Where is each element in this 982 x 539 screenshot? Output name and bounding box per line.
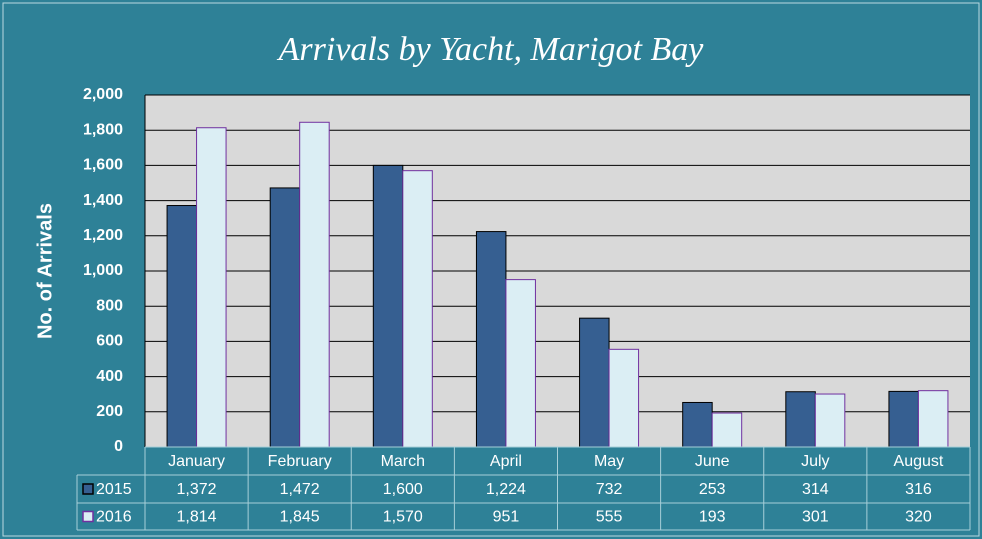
table-value: 314 bbox=[802, 481, 829, 498]
table-value: 1,845 bbox=[280, 509, 320, 526]
y-tick-label: 200 bbox=[96, 403, 123, 420]
bar bbox=[402, 170, 433, 448]
table-value: 1,224 bbox=[486, 481, 526, 498]
x-tick-label: February bbox=[268, 453, 332, 470]
table-value: 555 bbox=[596, 509, 623, 526]
x-tick-label: May bbox=[594, 453, 624, 470]
bar bbox=[785, 391, 816, 448]
table-value: 320 bbox=[905, 509, 932, 526]
x-tick-label: August bbox=[894, 453, 944, 470]
bar bbox=[579, 317, 610, 448]
table-value: 1,472 bbox=[280, 481, 320, 498]
bar bbox=[372, 164, 404, 448]
table-value: 1,372 bbox=[177, 481, 217, 498]
table-value: 1,814 bbox=[177, 509, 217, 526]
bar bbox=[888, 390, 919, 448]
bar bbox=[475, 231, 507, 448]
legend-swatch bbox=[82, 483, 94, 495]
table-value: 732 bbox=[596, 481, 623, 498]
table-value: 1,600 bbox=[383, 481, 423, 498]
x-tick-label: July bbox=[801, 453, 829, 470]
bar bbox=[711, 412, 743, 448]
chart-title: Arrivals by Yacht, Marigot Bay bbox=[277, 31, 705, 68]
y-tick-label: 800 bbox=[96, 297, 123, 314]
y-tick-label: 1,600 bbox=[83, 157, 123, 174]
y-tick-label: 2,000 bbox=[83, 86, 123, 103]
x-tick-label: June bbox=[695, 453, 730, 470]
bar bbox=[299, 121, 330, 448]
y-tick-label: 1,200 bbox=[83, 227, 123, 244]
table-value: 301 bbox=[802, 509, 829, 526]
bar bbox=[917, 390, 949, 448]
legend-label: 2016 bbox=[96, 509, 132, 526]
y-tick-label: 1,000 bbox=[83, 262, 123, 279]
table-value: 316 bbox=[905, 481, 932, 498]
bar bbox=[682, 401, 713, 448]
table-value: 253 bbox=[699, 481, 726, 498]
y-tick-label: 1,400 bbox=[83, 192, 123, 209]
x-tick-label: January bbox=[168, 453, 225, 470]
y-tick-label: 600 bbox=[96, 333, 123, 350]
y-tick-label: 400 bbox=[96, 368, 123, 385]
bar bbox=[814, 393, 846, 448]
bar bbox=[505, 279, 536, 448]
bar bbox=[166, 205, 198, 448]
bar bbox=[196, 127, 227, 448]
legend-label: 2015 bbox=[96, 481, 132, 498]
x-tick-label: March bbox=[381, 453, 425, 470]
y-tick-label: 0 bbox=[114, 438, 123, 455]
x-tick-label: April bbox=[490, 453, 522, 470]
y-tick-label: 1,800 bbox=[83, 121, 123, 138]
y-axis-label: No. of Arrivals bbox=[34, 203, 56, 339]
table-value: 1,570 bbox=[383, 509, 423, 526]
bar bbox=[608, 348, 640, 448]
bar bbox=[269, 187, 301, 448]
table-value: 951 bbox=[493, 509, 520, 526]
table-value: 193 bbox=[699, 509, 726, 526]
legend-swatch bbox=[82, 510, 94, 523]
